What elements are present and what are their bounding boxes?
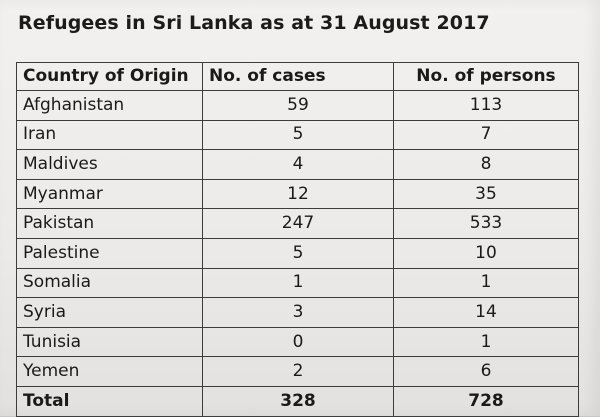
cases-cell: 5 — [202, 237, 394, 269]
country-cell: Syria — [16, 297, 203, 328]
country-cell: Palestine — [16, 237, 203, 269]
column-header-country: Country of Origin — [16, 62, 203, 91]
persons-cell: 8 — [393, 149, 579, 180]
country-cell: Myanmar — [16, 178, 203, 210]
cases-cell: 3 — [202, 297, 394, 328]
refugee-table: Country of Origin No. of cases No. of pe… — [16, 62, 579, 417]
persons-cell: 113 — [393, 90, 579, 121]
table-row: Tunisia 0 1 — [16, 326, 579, 358]
document-title: Refugees in Sri Lanka as at 31 August 20… — [18, 12, 490, 34]
column-header-cases: No. of cases — [202, 62, 394, 91]
table-row: Somalia 1 1 — [16, 267, 579, 299]
country-cell: Maldives — [16, 149, 203, 180]
persons-cell: 6 — [393, 356, 579, 387]
persons-cell: 10 — [393, 237, 579, 269]
country-cell: Iran — [16, 119, 203, 151]
table-row: Yemen 2 6 — [16, 356, 579, 387]
persons-cell: 1 — [393, 326, 579, 358]
persons-cell: 1 — [393, 267, 579, 299]
country-cell: Yemen — [16, 356, 203, 387]
persons-cell: 35 — [393, 178, 579, 210]
country-cell: Afghanistan — [16, 90, 203, 121]
table-row: Palestine 5 10 — [16, 237, 579, 269]
total-label: Total — [16, 385, 203, 417]
country-cell: Tunisia — [16, 326, 203, 358]
persons-cell: 7 — [393, 119, 579, 151]
cases-cell: 59 — [202, 90, 394, 121]
persons-cell: 533 — [393, 208, 579, 239]
table-row: Iran 5 7 — [16, 119, 579, 151]
table-row: Maldives 4 8 — [16, 149, 579, 180]
table-row: Myanmar 12 35 — [16, 178, 579, 210]
table-header-row: Country of Origin No. of cases No. of pe… — [16, 62, 579, 91]
persons-cell: 14 — [393, 297, 579, 328]
column-header-persons: No. of persons — [393, 62, 579, 91]
cases-cell: 12 — [202, 178, 394, 210]
country-cell: Pakistan — [16, 208, 203, 239]
total-persons: 728 — [393, 385, 579, 417]
table-row: Afghanistan 59 113 — [16, 90, 579, 121]
cases-cell: 5 — [202, 119, 394, 151]
table-row: Syria 3 14 — [16, 297, 579, 328]
total-cases: 328 — [202, 385, 394, 417]
total-row: Total 328 728 — [16, 385, 579, 417]
cases-cell: 1 — [202, 267, 394, 299]
cases-cell: 2 — [202, 356, 394, 387]
cases-cell: 4 — [202, 149, 394, 180]
cases-cell: 247 — [202, 208, 394, 239]
country-cell: Somalia — [16, 267, 203, 299]
cases-cell: 0 — [202, 326, 394, 358]
table-row: Pakistan 247 533 — [16, 208, 579, 239]
